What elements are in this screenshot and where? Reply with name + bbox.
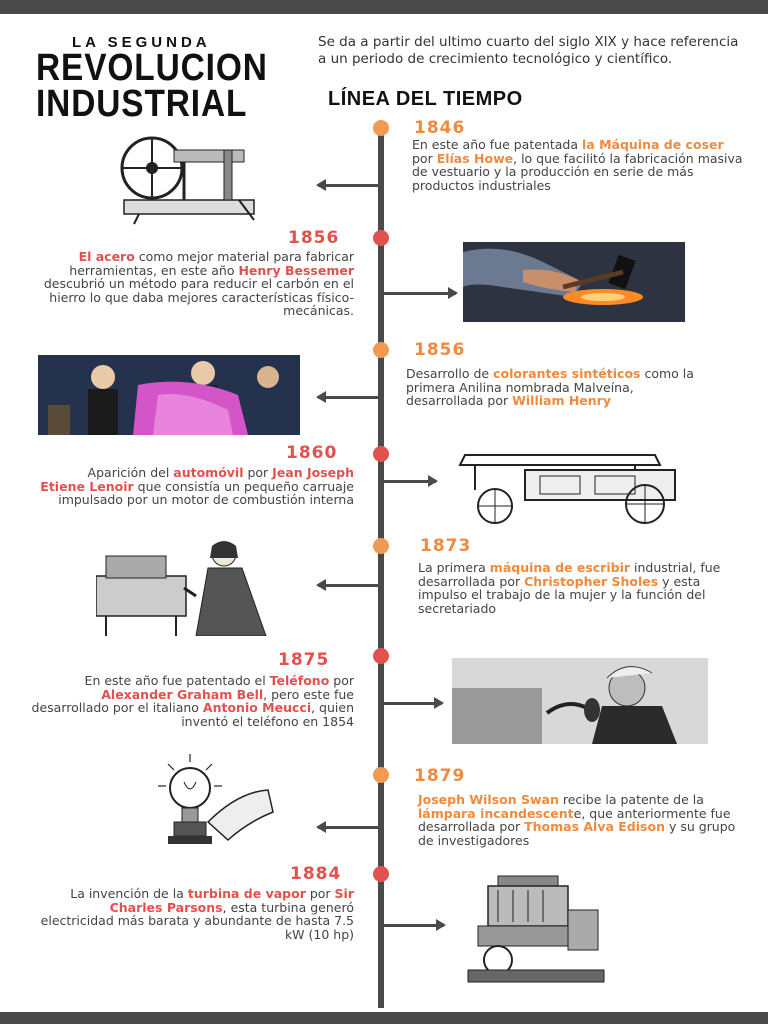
title-line-2: INDUSTRIAL	[36, 83, 248, 125]
steam-turbine-image	[458, 870, 614, 988]
arrow-right	[384, 287, 458, 299]
light-bulb-image	[148, 752, 276, 858]
arrow-right	[384, 697, 444, 709]
title-line-1: REVOLUCION	[36, 47, 268, 89]
event-year: 1875	[278, 650, 330, 670]
event-description: La invención de la turbina de vapor por …	[40, 886, 354, 942]
event-description: El acero como mejor material para fabric…	[43, 249, 354, 319]
event-year: 1879	[414, 766, 466, 786]
timeline-dot-1860	[373, 446, 389, 462]
arrow-left	[316, 179, 380, 191]
timeline-dot-1875	[373, 648, 389, 664]
arrow-left	[316, 391, 380, 403]
typewriter-woman-image	[96, 536, 278, 636]
timeline-dot-1873	[373, 538, 389, 554]
event-description: Desarrollo de colorantes sintéticos como…	[406, 366, 694, 409]
arrow-right	[384, 475, 438, 487]
timeline-dot-1856-steel	[373, 230, 389, 246]
timeline-dot-1856-dyes	[373, 342, 389, 358]
timeline-heading: LÍNEA DEL TIEMPO	[328, 88, 523, 110]
timeline-dot-1879	[373, 767, 389, 783]
event-description: Aparición del automóvil por Jean Joseph …	[40, 465, 354, 508]
arrow-left	[316, 579, 380, 591]
event-year: 1873	[420, 536, 472, 556]
event-description: En este año fue patentado el Teléfono po…	[31, 673, 354, 729]
mauve-dye-image	[38, 355, 300, 435]
top-bar	[0, 0, 768, 14]
event-year: 1846	[414, 118, 466, 138]
timeline-axis	[378, 128, 384, 1008]
arrow-right	[384, 919, 446, 931]
page-title: REVOLUCION INDUSTRIAL	[36, 47, 268, 125]
bottom-bar	[0, 1012, 768, 1024]
event-year: 1860	[286, 443, 338, 463]
timeline-dot-1846	[373, 120, 389, 136]
event-year: 1884	[290, 864, 342, 884]
event-description: Joseph Wilson Swan recibe la patente de …	[418, 792, 736, 848]
intro-text: Se da a partir del ultimo cuarto del sig…	[318, 34, 739, 67]
title-kicker: LA SEGUNDA	[72, 34, 211, 51]
arrow-left	[316, 821, 380, 833]
timeline-dot-1884	[373, 866, 389, 882]
lenoir-carriage-image	[455, 440, 687, 525]
sewing-machine-image	[104, 120, 274, 225]
event-year: 1856	[288, 228, 340, 248]
event-year: 1856	[414, 340, 466, 360]
event-description: La primera máquina de escribir industria…	[418, 560, 721, 616]
forging-steel-image	[463, 242, 685, 322]
telephone-photo-image	[452, 658, 708, 744]
event-description: En este año fue patentada la Máquina de …	[412, 137, 743, 193]
